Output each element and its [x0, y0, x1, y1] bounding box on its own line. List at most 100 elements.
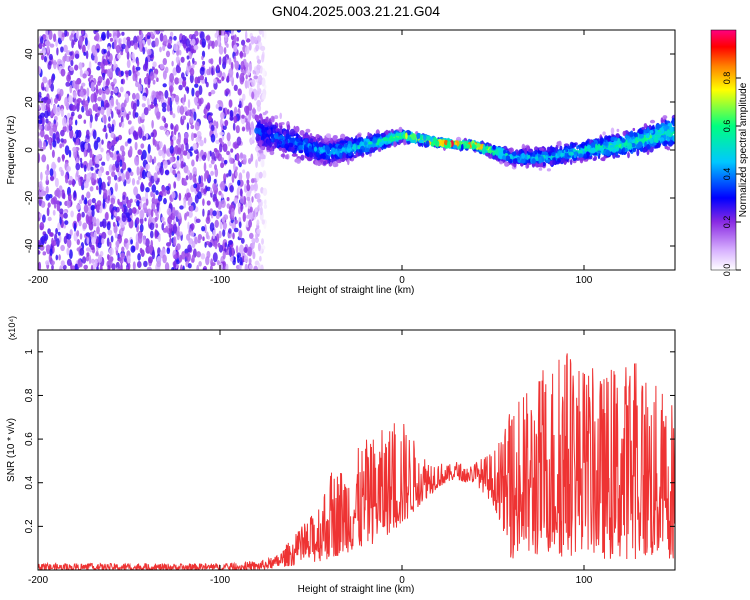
- noise-blob: [126, 255, 131, 264]
- signal-blob: [365, 147, 370, 151]
- noise-blob: [233, 197, 239, 204]
- signal-blob: [255, 135, 260, 142]
- noise-blob: [131, 52, 135, 60]
- noise-blob: [226, 75, 230, 82]
- noise-blob: [119, 86, 124, 93]
- noise-blob: [209, 208, 214, 216]
- noise-blob: [145, 163, 150, 170]
- noise-blob: [97, 96, 102, 102]
- noise-blob: [220, 181, 226, 191]
- noise-blob: [76, 230, 80, 237]
- signal-blob: [284, 154, 289, 160]
- noise-blob: [192, 173, 197, 183]
- noise-blob: [136, 200, 140, 207]
- signal-blob: [410, 133, 417, 141]
- snr-multiplier: (x10⁴): [7, 316, 17, 340]
- noise-blob: [194, 83, 199, 88]
- noise-blob: [82, 73, 87, 79]
- colorbar-tick-label: 0.6: [722, 120, 732, 133]
- signal-blob: [578, 153, 583, 159]
- noise-blob: [79, 247, 85, 256]
- noise-blob: [57, 156, 61, 163]
- signal-blob: [259, 140, 263, 145]
- noise-blob: [142, 95, 147, 101]
- noise-blob: [195, 218, 201, 223]
- noise-blob: [66, 165, 71, 172]
- noise-blob: [53, 33, 57, 42]
- noise-blob: [142, 235, 146, 245]
- noise-blob: [210, 58, 214, 65]
- noise-blob: [230, 148, 234, 153]
- noise-blob: [151, 94, 155, 100]
- noise-blob: [253, 36, 257, 44]
- signal-blob: [521, 152, 525, 159]
- snr-xlabel: Height of straight line (km): [298, 584, 415, 595]
- noise-blob: [176, 66, 181, 74]
- noise-blob: [51, 237, 54, 246]
- noise-blob: [42, 251, 47, 256]
- noise-blob: [210, 159, 215, 165]
- noise-blob: [164, 169, 170, 176]
- y-tick-label: 0.4: [24, 475, 35, 489]
- noise-blob: [238, 221, 242, 229]
- noise-blob: [235, 171, 238, 177]
- noise-blob: [190, 223, 195, 231]
- noise-blob: [139, 78, 142, 85]
- signal-blob: [271, 116, 275, 123]
- noise-blob: [75, 162, 81, 171]
- noise-blob: [146, 98, 150, 107]
- noise-blob: [137, 149, 143, 156]
- noise-blob: [173, 260, 177, 269]
- noise-blob: [107, 229, 113, 236]
- signal-blob: [599, 147, 604, 151]
- noise-blob: [239, 256, 243, 266]
- noise-blob: [223, 214, 229, 221]
- signal-blob: [269, 150, 275, 156]
- noise-blob: [225, 263, 229, 270]
- noise-blob: [53, 104, 57, 114]
- noise-blob: [90, 244, 95, 250]
- noise-blob: [179, 231, 183, 236]
- noise-blob: [139, 217, 144, 225]
- signal-blob: [559, 145, 563, 151]
- noise-blob: [239, 76, 244, 85]
- noise-blob: [163, 144, 167, 154]
- noise-blob: [171, 191, 176, 199]
- noise-blob: [224, 33, 228, 39]
- signal-blob: [355, 152, 359, 158]
- signal-blob: [274, 138, 280, 143]
- noise-blob: [139, 209, 144, 220]
- noise-blob: [114, 211, 118, 217]
- noise-blob: [62, 117, 67, 127]
- noise-blob: [156, 260, 162, 268]
- noise-blob: [174, 124, 179, 132]
- noise-blob: [50, 97, 53, 106]
- noise-blob: [74, 53, 80, 59]
- noise-blob: [205, 35, 211, 41]
- noise-blob: [69, 51, 73, 56]
- noise-blob: [50, 83, 54, 92]
- noise-blob: [71, 39, 74, 49]
- signal-blob: [622, 147, 626, 153]
- noise-blob: [86, 129, 90, 137]
- noise-blob: [69, 249, 73, 260]
- noise-blob: [158, 90, 162, 96]
- signal-blob: [649, 119, 656, 124]
- signal-blob: [274, 132, 279, 138]
- noise-blob: [249, 264, 253, 270]
- noise-blob: [241, 39, 246, 46]
- signal-blob: [390, 137, 396, 142]
- signal-blob: [285, 133, 290, 140]
- noise-blob: [159, 46, 162, 53]
- noise-blob: [110, 197, 116, 205]
- noise-blob: [174, 77, 180, 85]
- noise-blob: [146, 208, 152, 217]
- noise-blob: [198, 175, 202, 185]
- noise-blob: [60, 138, 65, 143]
- signal-blob: [288, 146, 292, 152]
- signal-blob: [419, 135, 423, 141]
- noise-blob: [153, 172, 158, 182]
- signal-blob: [508, 147, 514, 153]
- noise-blob: [134, 141, 138, 151]
